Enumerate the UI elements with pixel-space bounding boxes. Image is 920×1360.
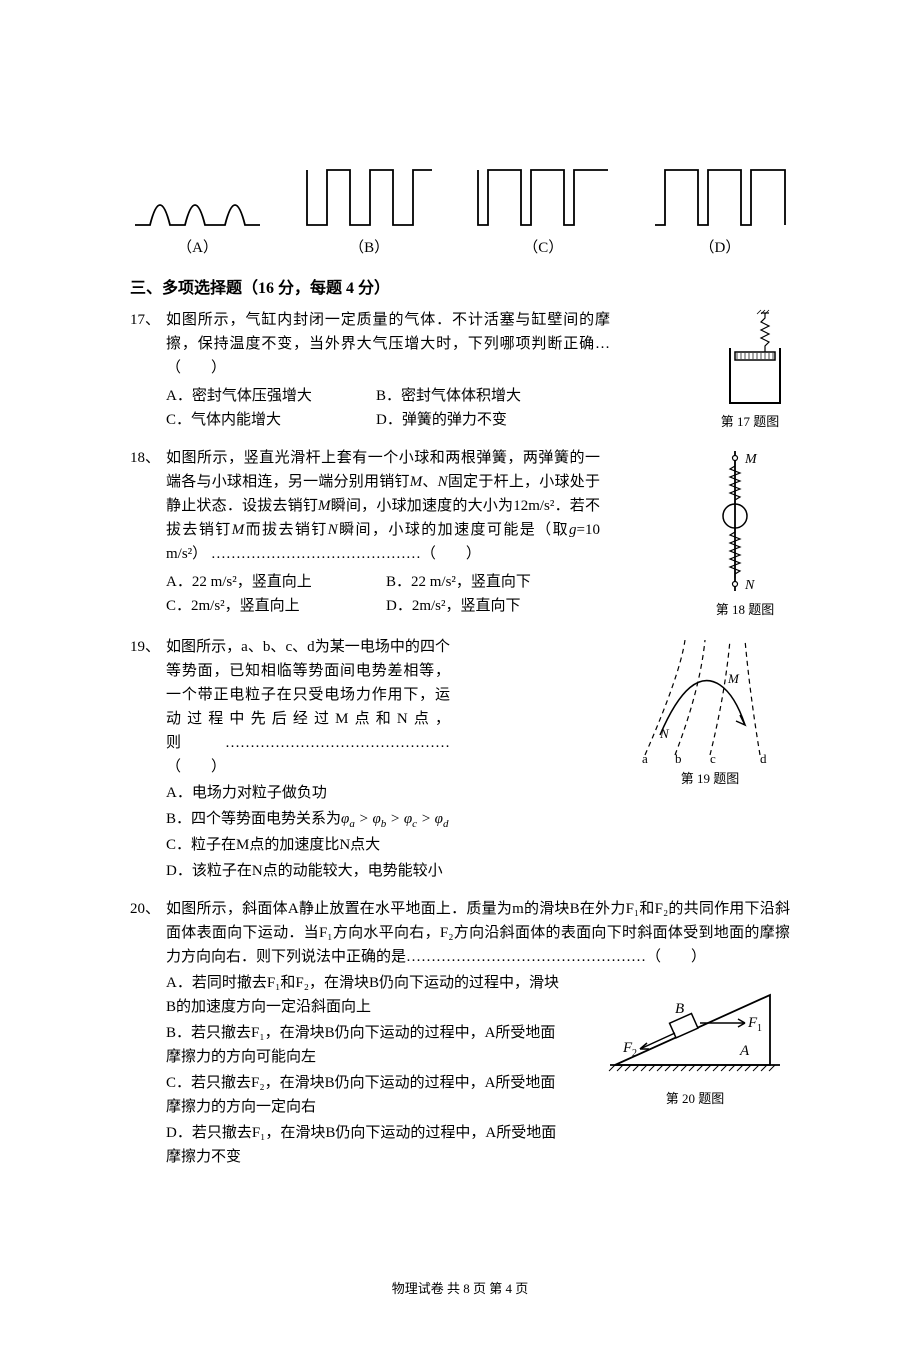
q19-stem: 如图所示，a、b、c、d为某一电场中的四个等势面，已知相临等势面间电势差相等，一…: [166, 635, 620, 779]
q17-opt-c: C．气体内能增大: [166, 408, 376, 432]
svg-text:a: a: [642, 751, 648, 765]
q20-figure-svg: B A F 1 F 2: [605, 975, 785, 1085]
wave-b-svg: [302, 160, 437, 230]
svg-text:M: M: [727, 671, 740, 686]
svg-text:B: B: [675, 1001, 684, 1017]
page-footer: 物理试卷 共 8 页 第 4 页: [130, 1279, 790, 1300]
q20-opt-b: B．若只撤去F₁，在滑块B仍向下运动的过程中，A所受地面摩擦力的方向可能向左: [166, 1021, 566, 1069]
q20-opt-d: D．若只撤去F₁，在滑块B仍向下运动的过程中，A所受地面摩擦力不变: [166, 1121, 566, 1169]
wave-b-label: （B）: [349, 236, 389, 260]
q18-stem: 如图所示，竖直光滑杆上套有一个小球和两根弹簧，两弹簧的一端各与小球相连，另一端分…: [166, 446, 690, 566]
q18-opt-d: D．2m/s²，竖直向下: [386, 594, 606, 618]
svg-text:2: 2: [632, 1048, 637, 1059]
q18-figure: M N 第 18 题图: [700, 446, 790, 621]
q18-opt-a: A．22 m/s²，竖直向上: [166, 570, 386, 594]
q20-figure: B A F 1 F 2: [600, 975, 790, 1110]
q18-opt-b: B．22 m/s²，竖直向下: [386, 570, 606, 594]
svg-text:b: b: [675, 751, 682, 765]
q20-opt-c: C．若只撤去F₂，在滑块B仍向下运动的过程中，A所受地面摩擦力的方向一定向右: [166, 1071, 566, 1119]
q17-opt-a: A．密封气体压强增大: [166, 384, 376, 408]
q19-opt-a: A．电场力对粒子做负功: [166, 781, 620, 805]
q17-figure-label: 第 17 题图: [710, 412, 790, 433]
wave-d-svg: [650, 160, 790, 230]
svg-text:A: A: [739, 1043, 750, 1059]
svg-text:c: c: [710, 751, 716, 765]
q19-figure-svg: M N a b c d: [630, 635, 790, 765]
q18-figure-label: 第 18 题图: [700, 600, 790, 621]
q17-opt-b: B．密封气体体积增大: [376, 384, 586, 408]
q17-figure-svg: [715, 308, 785, 408]
q17-opt-d: D．弹簧的弹力不变: [376, 408, 586, 432]
wave-options-row: （A） （B） （C） （D）: [130, 160, 790, 260]
q20-figure-label: 第 20 题图: [600, 1089, 790, 1110]
q18-opt-c: C．2m/s²，竖直向上: [166, 594, 386, 618]
q19-number: 19、: [130, 635, 166, 659]
svg-text:1: 1: [757, 1023, 762, 1034]
svg-text:d: d: [760, 751, 767, 765]
wave-option-b: （B）: [302, 160, 437, 260]
section-3-title: 三、多项选择题（16 分，每题 4 分）: [130, 276, 790, 302]
q20-stem: 如图所示，斜面体A静止放置在水平地面上．质量为m的滑块B在外力F₁和F₂的共同作…: [166, 897, 790, 969]
wave-option-c: （C）: [473, 160, 613, 260]
question-19: M N a b c d 第 19 题图 19、 如图所示，a、b、c、d为某一电…: [130, 635, 790, 883]
q20-number: 20、: [130, 897, 166, 921]
wave-option-d: （D）: [650, 160, 790, 260]
question-20: 20、 如图所示，斜面体A静止放置在水平地面上．质量为m的滑块B在外力F₁和F₂…: [130, 897, 790, 1169]
q19-figure: M N a b c d 第 19 题图: [630, 635, 790, 790]
wave-d-label: （D）: [700, 236, 741, 260]
wave-c-svg: [473, 160, 613, 230]
q18-figure-svg: M N: [705, 446, 785, 596]
question-17: 第 17 题图 17、 如图所示，气缸内封闭一定质量的气体．不计活塞与缸壁间的摩…: [130, 308, 790, 433]
q19-opt-c: C．粒子在M点的加速度比N点大: [166, 833, 620, 857]
svg-text:N: N: [659, 726, 670, 741]
q19-figure-label: 第 19 题图: [630, 769, 790, 790]
wave-c-label: （C）: [523, 236, 563, 260]
svg-text:N: N: [744, 578, 755, 593]
q17-figure: 第 17 题图: [710, 308, 790, 433]
question-18: M N 第 18 题图 18、 如图所示，竖直光滑杆上套有一个小球和两根弹簧，两…: [130, 446, 790, 621]
q19-opt-d: D．该粒子在N点的动能较大，电势能较小: [166, 859, 620, 883]
q20-opt-a: A．若同时撤去F₁和F₂，在滑块B仍向下运动的过程中，滑块B的加速度方向一定沿斜…: [166, 971, 566, 1019]
svg-text:M: M: [744, 452, 758, 467]
wave-a-label: （A）: [177, 236, 218, 260]
q18-number: 18、: [130, 446, 166, 470]
wave-a-svg: [130, 170, 265, 230]
q17-stem: 如图所示，气缸内封闭一定质量的气体．不计活塞与缸壁间的摩擦，保持温度不变，当外界…: [166, 308, 700, 380]
q17-number: 17、: [130, 308, 166, 332]
wave-option-a: （A）: [130, 170, 265, 260]
q19-opt-b: B．四个等势面电势关系为φa > φb > φc > φd: [166, 807, 620, 831]
